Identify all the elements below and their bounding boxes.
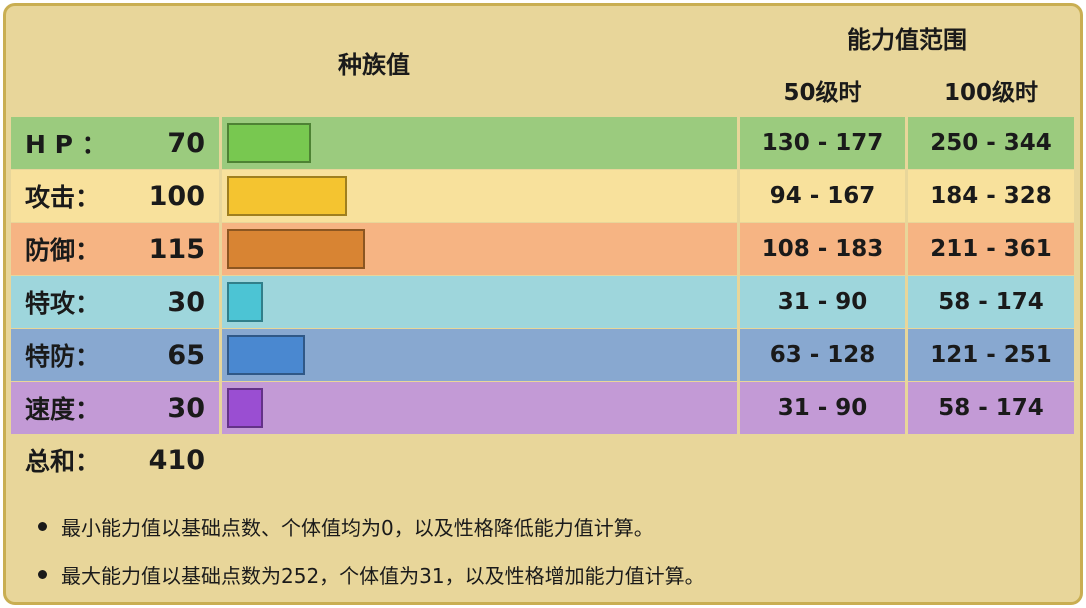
stat-range50: 94 - 167 bbox=[740, 170, 905, 222]
stat-label: 防御： bbox=[25, 236, 101, 265]
base-stats-header: 种族值 bbox=[11, 11, 737, 114]
stat-range100: 121 - 251 bbox=[908, 329, 1074, 381]
stat-bar-cell bbox=[222, 223, 737, 275]
stat-label: H P ： bbox=[25, 130, 107, 159]
total-value: 410 bbox=[148, 444, 205, 476]
stat-range100: 58 - 174 bbox=[908, 276, 1074, 328]
total-label: 总和： bbox=[25, 447, 101, 476]
stat-range-header: 能力值范围 bbox=[740, 11, 1074, 63]
stat-bar bbox=[227, 388, 263, 428]
stat-range100: 184 - 328 bbox=[908, 170, 1074, 222]
note-min-text: 最小能力值以基础点数、个体值均为0，以及性格降低能力值计算。 bbox=[61, 516, 654, 540]
stat-label: 速度： bbox=[25, 395, 101, 424]
stat-label: 攻击： bbox=[25, 183, 101, 212]
stat-bar bbox=[227, 335, 305, 375]
stat-range50: 108 - 183 bbox=[740, 223, 905, 275]
total-label-cell: 总和： 410 bbox=[11, 434, 219, 486]
bullet-icon bbox=[38, 570, 47, 579]
stat-range50: 63 - 128 bbox=[740, 329, 905, 381]
stats-panel: 种族值 能力值范围 50级时 100级时 H P ： 70 130 - 177 250… bbox=[3, 3, 1083, 605]
stat-bar bbox=[227, 282, 263, 322]
stat-range50: 31 - 90 bbox=[740, 382, 905, 434]
note-min: 最小能力值以基础点数、个体值均为0，以及性格降低能力值计算。 bbox=[38, 512, 654, 541]
stat-label-cell: 特攻： 30 bbox=[11, 276, 219, 328]
stat-bar-cell bbox=[222, 170, 737, 222]
stat-range100: 250 - 344 bbox=[908, 117, 1074, 169]
stat-label-cell: 防御： 115 bbox=[11, 223, 219, 275]
stat-value: 65 bbox=[167, 339, 205, 371]
stat-label-cell: 速度： 30 bbox=[11, 382, 219, 434]
bullet-icon bbox=[38, 522, 47, 531]
stat-label: 特防： bbox=[25, 342, 101, 371]
level100-header: 100级时 bbox=[908, 66, 1074, 114]
stat-value: 70 bbox=[167, 127, 205, 159]
stat-bar-cell bbox=[222, 117, 737, 169]
stat-value: 30 bbox=[167, 286, 205, 318]
note-max-text: 最大能力值以基础点数为252，个体值为31，以及性格增加能力值计算。 bbox=[61, 564, 705, 588]
stat-range100: 211 - 361 bbox=[908, 223, 1074, 275]
stat-label-cell: H P ： 70 bbox=[11, 117, 219, 169]
stat-range50: 130 - 177 bbox=[740, 117, 905, 169]
stat-label: 特攻： bbox=[25, 289, 101, 318]
stat-bar bbox=[227, 176, 347, 216]
stat-label-cell: 特防： 65 bbox=[11, 329, 219, 381]
stat-bar bbox=[227, 229, 365, 269]
stat-bar bbox=[227, 123, 311, 163]
stat-bar-cell bbox=[222, 329, 737, 381]
stat-value: 115 bbox=[148, 233, 205, 265]
stat-bar-cell bbox=[222, 276, 737, 328]
level50-header: 50级时 bbox=[740, 66, 905, 114]
total-empty-cell bbox=[222, 434, 1074, 486]
stat-range50: 31 - 90 bbox=[740, 276, 905, 328]
stat-value: 30 bbox=[167, 392, 205, 424]
stat-value: 100 bbox=[148, 180, 205, 212]
note-max: 最大能力值以基础点数为252，个体值为31，以及性格增加能力值计算。 bbox=[38, 560, 705, 589]
stat-range100: 58 - 174 bbox=[908, 382, 1074, 434]
notes-section: 最小能力值以基础点数、个体值均为0，以及性格降低能力值计算。 最大能力值以基础点… bbox=[14, 492, 1072, 594]
stat-label-cell: 攻击： 100 bbox=[11, 170, 219, 222]
stat-bar-cell bbox=[222, 382, 737, 434]
